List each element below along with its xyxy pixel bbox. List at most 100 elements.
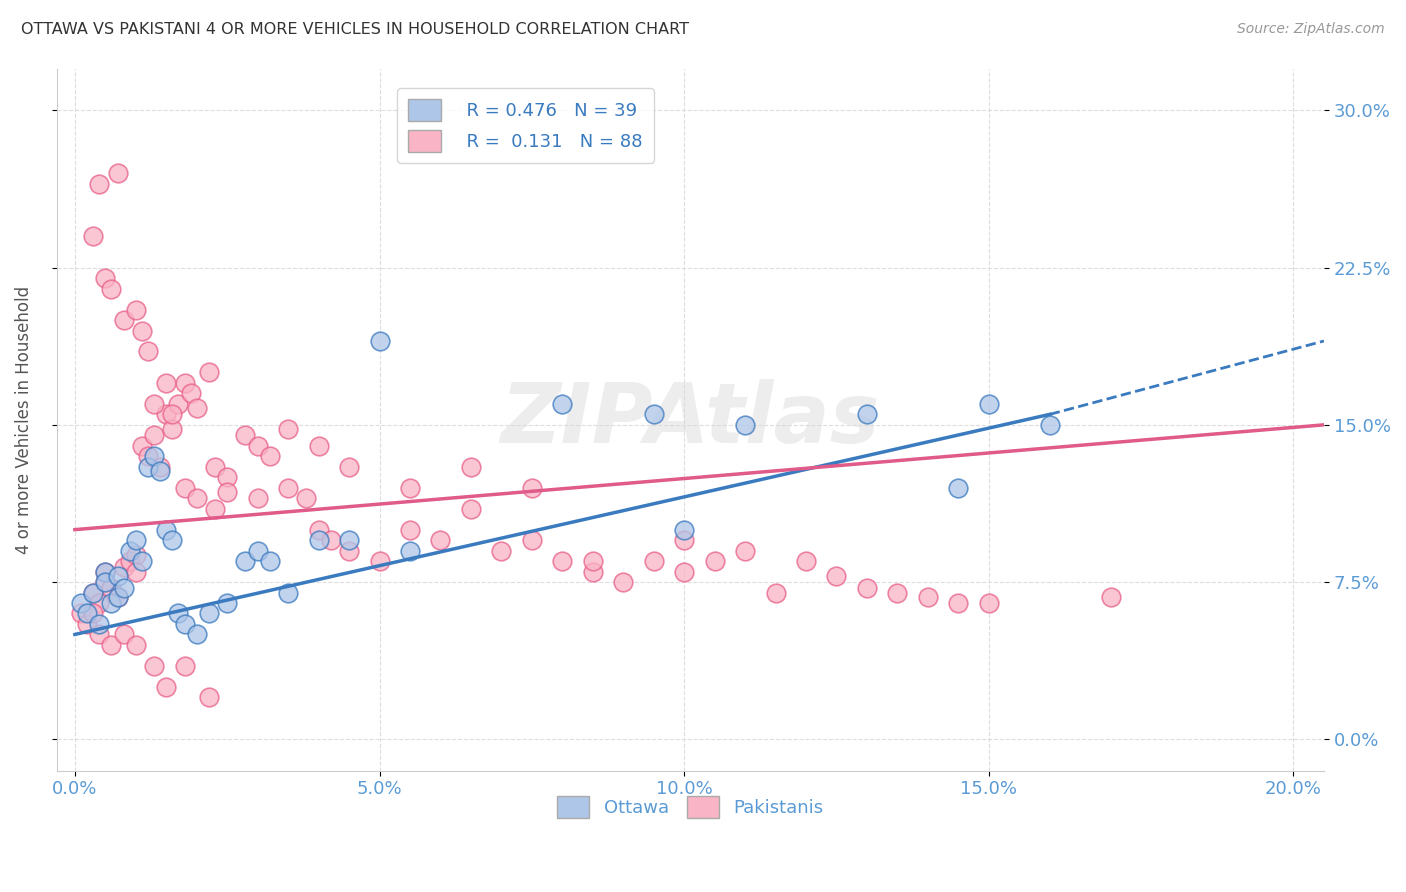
Point — [131, 324, 153, 338]
Point — [460, 459, 482, 474]
Point — [198, 690, 221, 705]
Point — [143, 397, 166, 411]
Point — [337, 459, 360, 474]
Point — [155, 523, 177, 537]
Point — [794, 554, 817, 568]
Point — [948, 481, 970, 495]
Point — [277, 481, 299, 495]
Y-axis label: 4 or more Vehicles in Household: 4 or more Vehicles in Household — [15, 285, 32, 554]
Point — [246, 491, 269, 506]
Point — [173, 617, 195, 632]
Legend: Ottawa, Pakistanis: Ottawa, Pakistanis — [550, 789, 831, 825]
Point — [131, 439, 153, 453]
Point — [107, 590, 129, 604]
Point — [89, 596, 111, 610]
Point — [118, 554, 141, 568]
Point — [94, 271, 117, 285]
Point — [167, 397, 190, 411]
Point — [259, 554, 281, 568]
Point — [94, 575, 117, 590]
Text: ZIPAtlas: ZIPAtlas — [501, 379, 880, 460]
Point — [173, 659, 195, 673]
Point — [94, 565, 117, 579]
Point — [977, 596, 1000, 610]
Point — [582, 554, 605, 568]
Point — [76, 607, 98, 621]
Point — [94, 575, 117, 590]
Point — [368, 554, 391, 568]
Point — [277, 585, 299, 599]
Point — [112, 313, 135, 327]
Point — [149, 464, 172, 478]
Point — [155, 680, 177, 694]
Point — [460, 501, 482, 516]
Point — [673, 523, 696, 537]
Point — [1099, 590, 1122, 604]
Point — [155, 408, 177, 422]
Point — [162, 533, 184, 548]
Point — [136, 459, 159, 474]
Point — [198, 607, 221, 621]
Point — [217, 596, 239, 610]
Point — [673, 533, 696, 548]
Text: Source: ZipAtlas.com: Source: ZipAtlas.com — [1237, 22, 1385, 37]
Point — [948, 596, 970, 610]
Point — [82, 229, 104, 244]
Point — [204, 459, 226, 474]
Point — [100, 582, 122, 596]
Point — [429, 533, 451, 548]
Point — [319, 533, 342, 548]
Point — [551, 554, 574, 568]
Point — [399, 543, 422, 558]
Point — [167, 607, 190, 621]
Point — [143, 450, 166, 464]
Point — [977, 397, 1000, 411]
Point — [204, 501, 226, 516]
Point — [246, 439, 269, 453]
Point — [100, 282, 122, 296]
Point — [337, 533, 360, 548]
Point — [118, 543, 141, 558]
Point — [112, 560, 135, 574]
Point — [70, 596, 93, 610]
Point — [131, 554, 153, 568]
Point — [246, 543, 269, 558]
Point — [1039, 417, 1062, 432]
Point — [162, 408, 184, 422]
Point — [825, 568, 848, 582]
Point — [217, 484, 239, 499]
Point — [235, 554, 257, 568]
Point — [186, 627, 208, 641]
Point — [856, 582, 879, 596]
Point — [82, 607, 104, 621]
Point — [612, 575, 634, 590]
Point — [399, 481, 422, 495]
Point — [136, 450, 159, 464]
Point — [917, 590, 939, 604]
Point — [125, 565, 148, 579]
Point — [186, 401, 208, 415]
Point — [173, 376, 195, 390]
Point — [368, 334, 391, 348]
Point — [643, 554, 665, 568]
Point — [112, 582, 135, 596]
Point — [100, 638, 122, 652]
Point — [582, 565, 605, 579]
Point — [155, 376, 177, 390]
Point — [217, 470, 239, 484]
Point — [856, 408, 879, 422]
Point — [520, 481, 543, 495]
Point — [70, 607, 93, 621]
Point — [100, 596, 122, 610]
Point — [112, 627, 135, 641]
Point — [198, 366, 221, 380]
Point — [107, 568, 129, 582]
Point — [491, 543, 513, 558]
Point — [89, 627, 111, 641]
Point — [308, 533, 330, 548]
Point — [82, 585, 104, 599]
Point — [143, 659, 166, 673]
Point — [143, 428, 166, 442]
Point — [308, 523, 330, 537]
Point — [295, 491, 318, 506]
